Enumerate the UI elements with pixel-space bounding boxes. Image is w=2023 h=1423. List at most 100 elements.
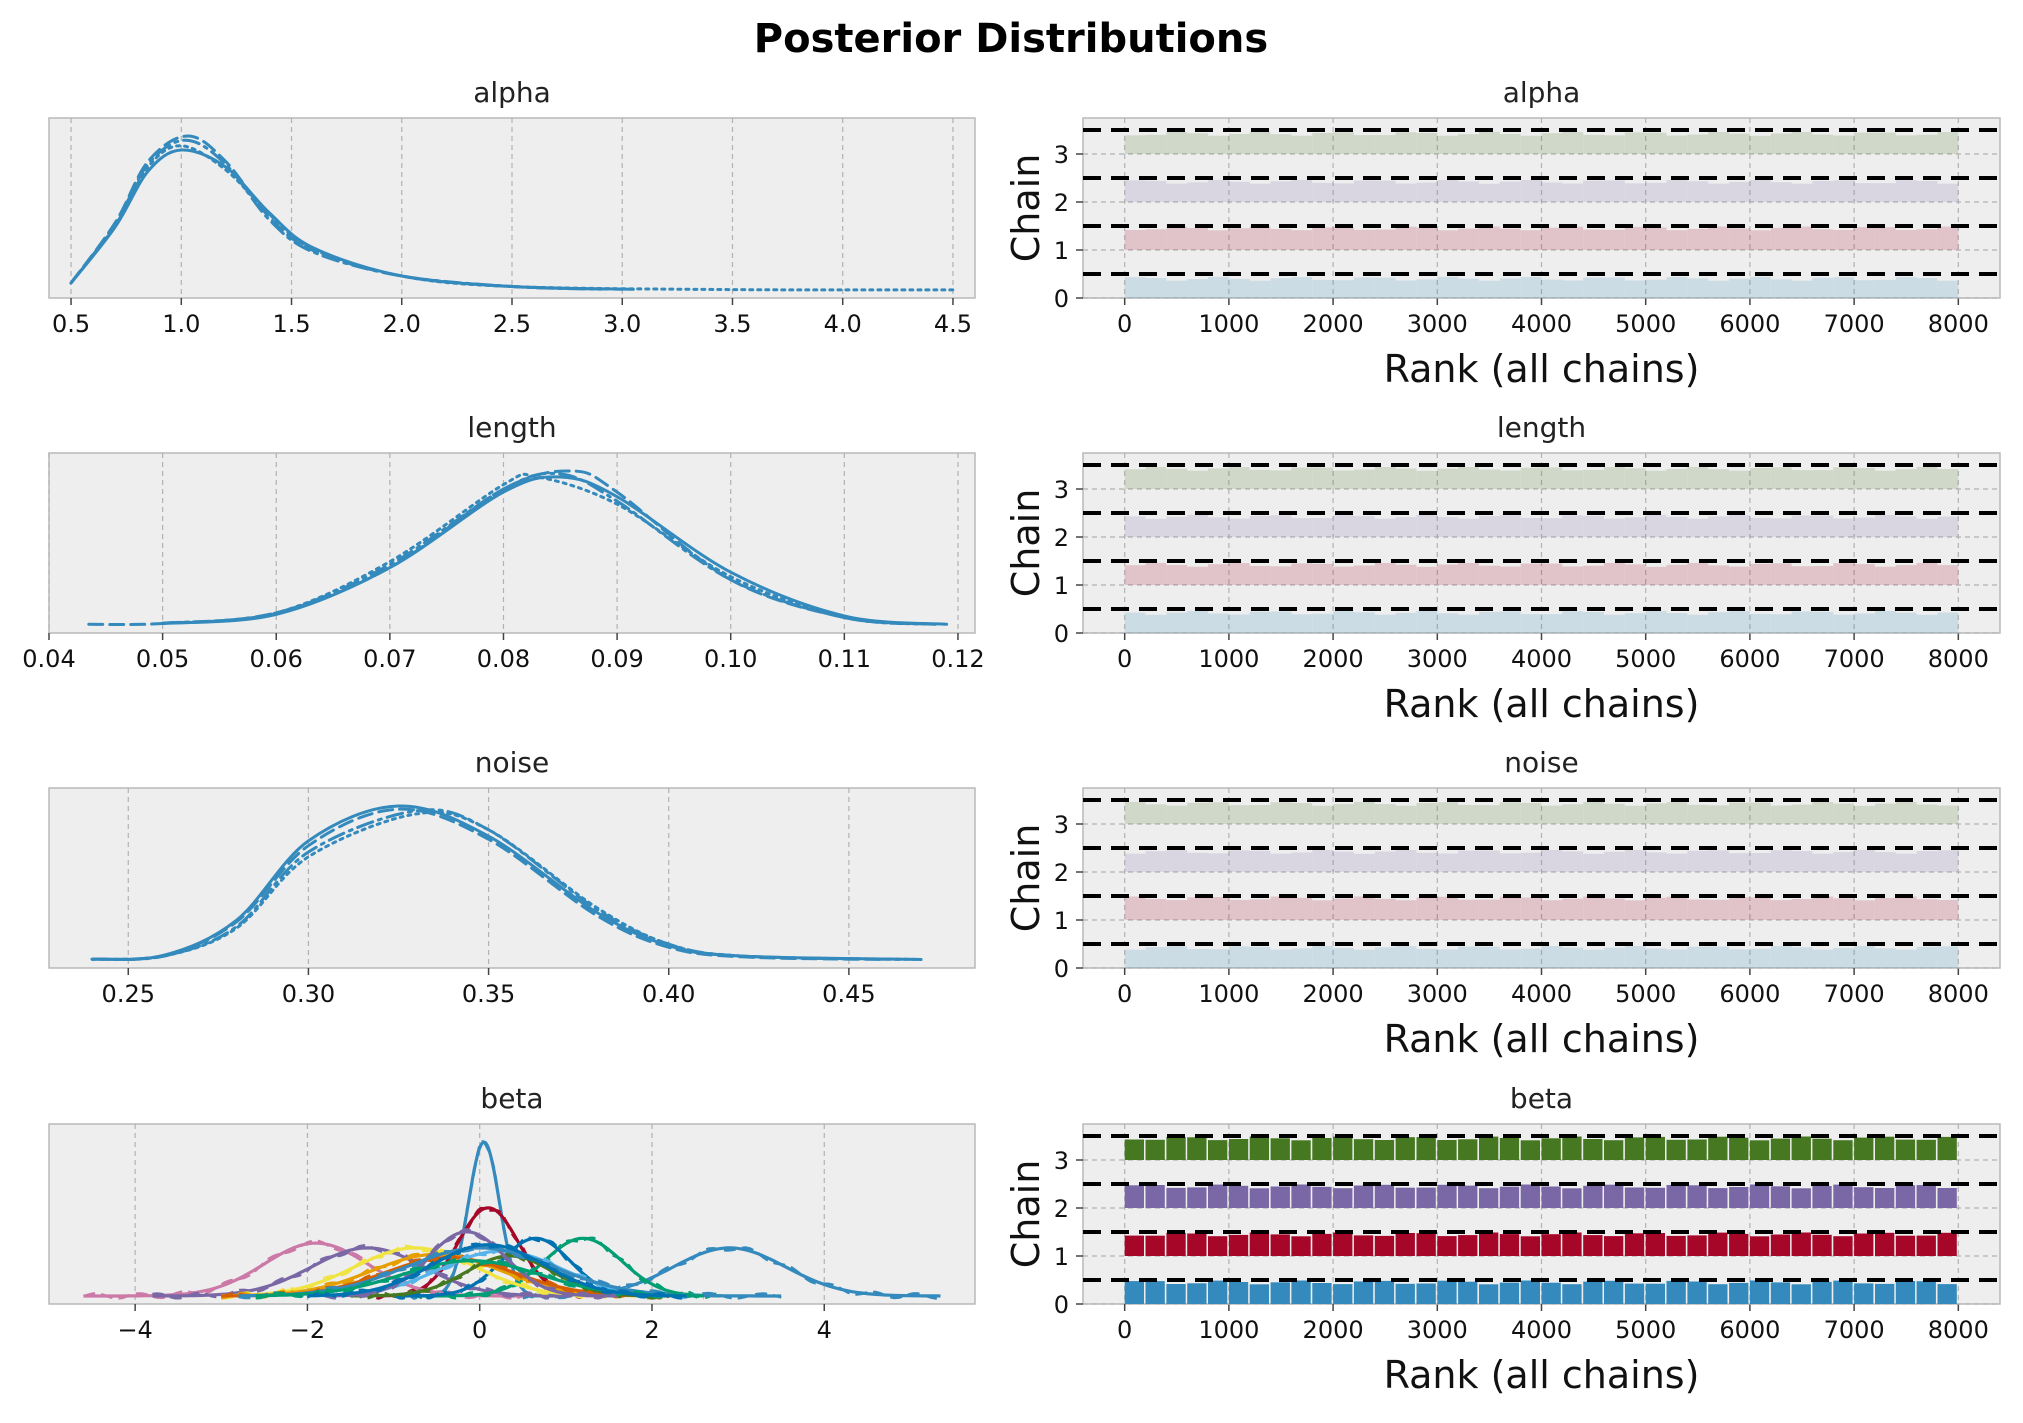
rank-bar	[1374, 135, 1396, 154]
rank-bar	[1437, 896, 1459, 920]
panel-title: length	[1497, 411, 1586, 444]
rank-bar	[1437, 1236, 1457, 1256]
rank-bar	[1749, 230, 1771, 250]
panel-2: length 0.04 0.05 0.06 0.07 0.08 0.09 0.10 0.11 0.…	[22, 411, 984, 673]
rank-bar	[1791, 226, 1813, 250]
rank-bar	[1687, 228, 1709, 250]
rank-bar	[1770, 182, 1792, 202]
rank-bar	[1583, 896, 1604, 920]
rank-bar	[1124, 949, 1146, 968]
rank-bar	[1916, 946, 1938, 968]
rank-bar	[1458, 1235, 1478, 1256]
rank-bar	[1833, 1140, 1853, 1160]
rank-bar	[1791, 470, 1813, 489]
rank-bar	[1333, 898, 1354, 920]
rank-bar	[1583, 469, 1604, 489]
rank-bar	[1479, 516, 1500, 537]
rank-bar	[1395, 850, 1417, 872]
chain-0-bars	[1124, 1280, 1957, 1304]
rank-bar	[1875, 183, 1896, 202]
y-tick-label: 0	[1054, 620, 1069, 648]
rank-bar	[1666, 516, 1688, 537]
rank-bar	[1583, 949, 1604, 968]
axes-background	[48, 452, 976, 634]
rank-bar	[1249, 899, 1271, 920]
rank-bar	[1562, 226, 1584, 250]
density-curve	[221, 1246, 618, 1298]
rank-bar	[1812, 134, 1834, 154]
rank-bar	[1458, 850, 1479, 872]
rank-bar	[1249, 1136, 1269, 1160]
rank-bar	[1270, 515, 1292, 537]
rank-bar	[1353, 135, 1375, 154]
rank-bar	[1124, 565, 1146, 585]
rank-bar	[1333, 851, 1354, 872]
rank-bar	[1749, 1236, 1770, 1256]
rank-bar	[1729, 949, 1750, 968]
rank-bar	[1479, 131, 1500, 154]
rank-bar	[1270, 566, 1292, 585]
rank-bar	[1312, 563, 1334, 585]
rank-bar	[1395, 805, 1417, 824]
rank-bar	[1187, 182, 1208, 202]
rank-bar	[1895, 277, 1917, 298]
rank-bar	[1562, 611, 1584, 633]
rank-bar	[1854, 1187, 1874, 1208]
rank-bar	[1708, 1284, 1728, 1304]
chain-2-bars	[1124, 1184, 1957, 1208]
rank-bar	[1458, 614, 1479, 633]
rank-bar	[1145, 1185, 1165, 1208]
y-axis-label: Chain	[1004, 1160, 1048, 1269]
rank-bar	[1145, 134, 1167, 154]
rank-bar	[1833, 229, 1855, 250]
rank-bar	[1270, 1234, 1290, 1256]
rank-bar	[1395, 900, 1417, 920]
rank-bar	[1395, 183, 1417, 202]
rank-bar	[1416, 514, 1438, 537]
x-tick-label: 4000	[1511, 1316, 1572, 1344]
x-tick-label: 4000	[1511, 310, 1572, 338]
rank-bar	[1416, 470, 1438, 489]
rank-bar	[1187, 897, 1208, 920]
y-tick-label: 2	[1054, 524, 1069, 552]
rank-bar	[1333, 280, 1354, 298]
rank-bar	[1145, 804, 1167, 824]
rank-bar	[1145, 518, 1167, 537]
rank-bar	[1228, 1282, 1249, 1304]
rank-bar	[1875, 1232, 1895, 1256]
rank-bar	[1541, 518, 1563, 537]
x-tick-label: 8000	[1928, 1316, 1989, 1344]
rank-bar	[1395, 612, 1417, 633]
rank-bar	[1312, 805, 1334, 824]
rank-bar	[1249, 131, 1271, 154]
rank-bar	[1166, 612, 1188, 633]
y-tick-label: 0	[1054, 285, 1069, 313]
rank-bar	[1333, 1188, 1353, 1208]
panel-title: alpha	[473, 76, 551, 109]
rank-bar	[1812, 277, 1834, 298]
rank-bar	[1437, 468, 1459, 489]
panel-1: alpha 0 1000 2000 3000 4000 5000 6000 7000 8000 0 1…	[1004, 76, 2001, 391]
rank-bar	[1854, 227, 1875, 250]
rank-bar	[1249, 565, 1271, 585]
rank-bar	[1604, 467, 1625, 489]
rank-bar	[1374, 1280, 1395, 1304]
rank-bar	[1624, 468, 1646, 489]
y-axis-label: Chain	[1004, 154, 1048, 263]
rank-bar	[1333, 947, 1354, 968]
chain-2-bars	[1124, 514, 1959, 537]
x-tick-label: 2.0	[383, 310, 421, 338]
rank-bar	[1395, 564, 1417, 585]
rank-bar	[1312, 1186, 1332, 1208]
rank-bar	[1291, 467, 1313, 489]
rank-bar	[1770, 133, 1792, 154]
rank-bar	[1124, 230, 1146, 250]
figure-title: Posterior Distributions	[754, 16, 1268, 62]
rank-bar	[1416, 1187, 1436, 1208]
rank-bar	[1499, 1138, 1520, 1160]
rank-bar	[1124, 277, 1146, 298]
rank-bar	[1395, 132, 1417, 154]
rank-bar	[1812, 896, 1834, 920]
rank-bar	[1541, 563, 1563, 585]
